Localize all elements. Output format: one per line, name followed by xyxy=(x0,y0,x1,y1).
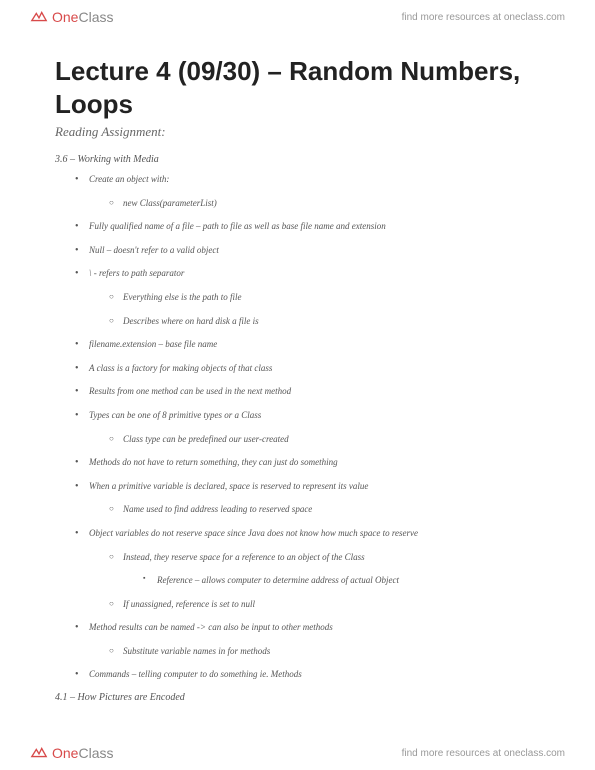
list-item: new Class(parameterList) xyxy=(123,197,540,210)
page-header: OneClass find more resources at oneclass… xyxy=(0,0,595,34)
notes-list: Create an object with: new Class(paramet… xyxy=(55,173,540,681)
list-item: Substitute variable names in for methods xyxy=(123,645,540,658)
page-footer: OneClass find more resources at oneclass… xyxy=(0,736,595,770)
list-item: Reference – allows computer to determine… xyxy=(157,574,540,587)
list-item: When a primitive variable is declared, s… xyxy=(89,480,540,516)
list-item: Types can be one of 8 primitive types or… xyxy=(89,409,540,445)
header-tagline: find more resources at oneclass.com xyxy=(402,12,565,23)
footer-tagline: find more resources at oneclass.com xyxy=(402,748,565,759)
logo-icon xyxy=(30,8,48,26)
section-label: 4.1 – How Pictures are Encoded xyxy=(55,692,540,703)
list-item: A class is a factory for making objects … xyxy=(89,362,540,375)
section-label: 3.6 – Working with Media xyxy=(55,154,540,165)
list-item: Create an object with: new Class(paramet… xyxy=(89,173,540,209)
list-item: If unassigned, reference is set to null xyxy=(123,598,540,611)
list-item: filename.extension – base file name xyxy=(89,338,540,351)
subtitle: Reading Assignment: xyxy=(55,124,540,140)
brand-name: OneClass xyxy=(52,745,113,761)
list-item: Method results can be named -> can also … xyxy=(89,621,540,657)
list-item: Results from one method can be used in t… xyxy=(89,385,540,398)
list-item: \ - refers to path separator Everything … xyxy=(89,267,540,327)
logo-icon xyxy=(30,744,48,762)
list-item: Methods do not have to return something,… xyxy=(89,456,540,469)
list-item: Object variables do not reserve space si… xyxy=(89,527,540,610)
list-item: Everything else is the path to file xyxy=(123,291,540,304)
brand-logo: OneClass xyxy=(30,8,113,26)
list-item: Instead, they reserve space for a refere… xyxy=(123,551,540,587)
brand-name: OneClass xyxy=(52,9,113,25)
list-item: Commands – telling computer to do someth… xyxy=(89,668,540,681)
brand-logo: OneClass xyxy=(30,744,113,762)
list-item: Null – doesn't refer to a valid object xyxy=(89,244,540,257)
list-item: Describes where on hard disk a file is xyxy=(123,315,540,328)
document-body: Lecture 4 (09/30) – Random Numbers, Loop… xyxy=(0,0,595,751)
page-title: Lecture 4 (09/30) – Random Numbers, Loop… xyxy=(55,55,540,120)
list-item: Fully qualified name of a file – path to… xyxy=(89,220,540,233)
list-item: Class type can be predefined our user-cr… xyxy=(123,433,540,446)
list-item: Name used to find address leading to res… xyxy=(123,503,540,516)
